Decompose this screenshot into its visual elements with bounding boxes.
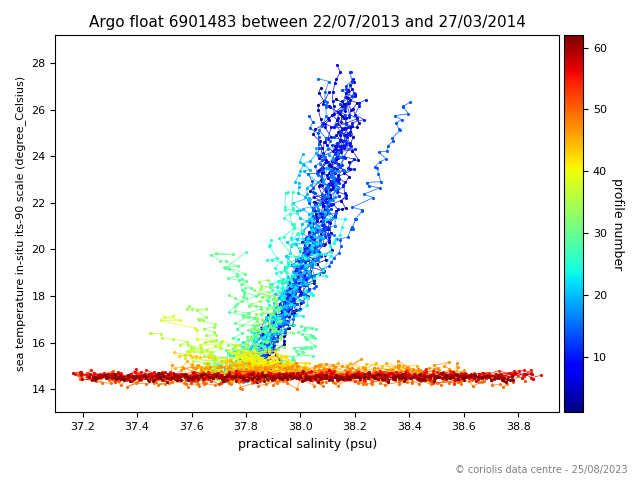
- Text: © coriolis data centre - 25/08/2023: © coriolis data centre - 25/08/2023: [454, 465, 627, 475]
- X-axis label: practical salinity (psu): practical salinity (psu): [237, 438, 377, 451]
- Y-axis label: sea temperature in-situ its-90 scale (degree_Celsius): sea temperature in-situ its-90 scale (de…: [15, 76, 26, 372]
- Y-axis label: profile number: profile number: [611, 178, 623, 270]
- Title: Argo float 6901483 between 22/07/2013 and 27/03/2014: Argo float 6901483 between 22/07/2013 an…: [89, 15, 525, 30]
